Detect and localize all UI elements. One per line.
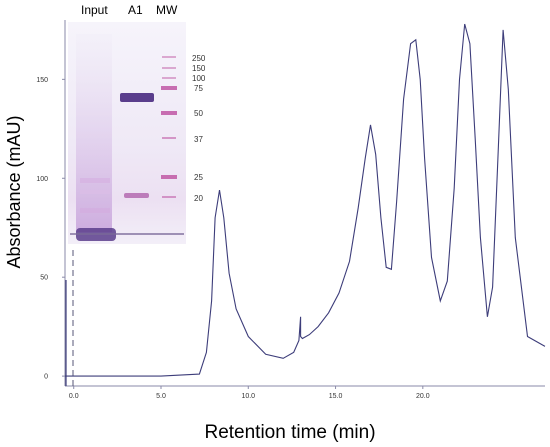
y-tick-label: 100 bbox=[36, 176, 48, 183]
mw-marker-labels: 250 150 100 75 50 37 25 20 bbox=[192, 54, 206, 203]
x-tick-label: 0.0 bbox=[69, 393, 79, 400]
mw-label-250: 250 bbox=[192, 54, 206, 63]
gel-input-band bbox=[80, 208, 110, 213]
mw-ladder-band bbox=[161, 111, 177, 115]
x-tick-label: 20.0 bbox=[416, 393, 430, 400]
y-ticks: 0 50 100 150 bbox=[36, 77, 65, 381]
x-tick-label: 15.0 bbox=[329, 393, 343, 400]
mw-ladder-band bbox=[162, 196, 176, 198]
gel-lane-label-input: Input bbox=[81, 3, 108, 17]
y-tick-label: 0 bbox=[44, 374, 48, 381]
mw-label-50: 50 bbox=[194, 109, 203, 118]
gel-input-lane-smear bbox=[76, 34, 112, 232]
mw-ladder-band bbox=[162, 137, 176, 139]
mw-ladder-band bbox=[161, 86, 177, 90]
mw-label-25: 25 bbox=[194, 173, 203, 182]
gel-a1-minor-band bbox=[124, 193, 149, 198]
mw-ladder-band bbox=[162, 67, 176, 69]
gel-dye-front bbox=[70, 233, 184, 235]
gel-lane-label-mw: MW bbox=[156, 3, 178, 17]
gel-input-band bbox=[80, 178, 110, 183]
sds-page-gel-inset bbox=[68, 22, 186, 244]
gel-input-band bbox=[80, 190, 110, 194]
x-axis-title: Retention time (min) bbox=[204, 422, 375, 443]
y-tick-label: 50 bbox=[40, 275, 48, 282]
mw-ladder-band bbox=[162, 56, 176, 58]
x-tick-label: 10.0 bbox=[241, 393, 255, 400]
x-ticks: 0.0 5.0 10.0 15.0 20.0 bbox=[69, 386, 430, 400]
mw-label-150: 150 bbox=[192, 64, 206, 73]
mw-ladder-band bbox=[162, 77, 176, 79]
y-tick-label: 150 bbox=[36, 77, 48, 84]
mw-ladder-band bbox=[161, 175, 177, 179]
gel-lane-label-a1: A1 bbox=[128, 3, 143, 17]
y-axis-title: Absorbance (mAU) bbox=[4, 115, 24, 268]
gel-a1-main-band bbox=[120, 93, 154, 102]
x-tick-label: 5.0 bbox=[156, 393, 166, 400]
mw-label-100: 100 bbox=[192, 74, 206, 83]
mw-label-20: 20 bbox=[194, 194, 203, 203]
mw-label-37: 37 bbox=[194, 135, 203, 144]
gel-mw-ladder bbox=[161, 56, 177, 198]
mw-label-75: 75 bbox=[194, 84, 203, 93]
chromatogram-trace bbox=[65, 23, 546, 377]
